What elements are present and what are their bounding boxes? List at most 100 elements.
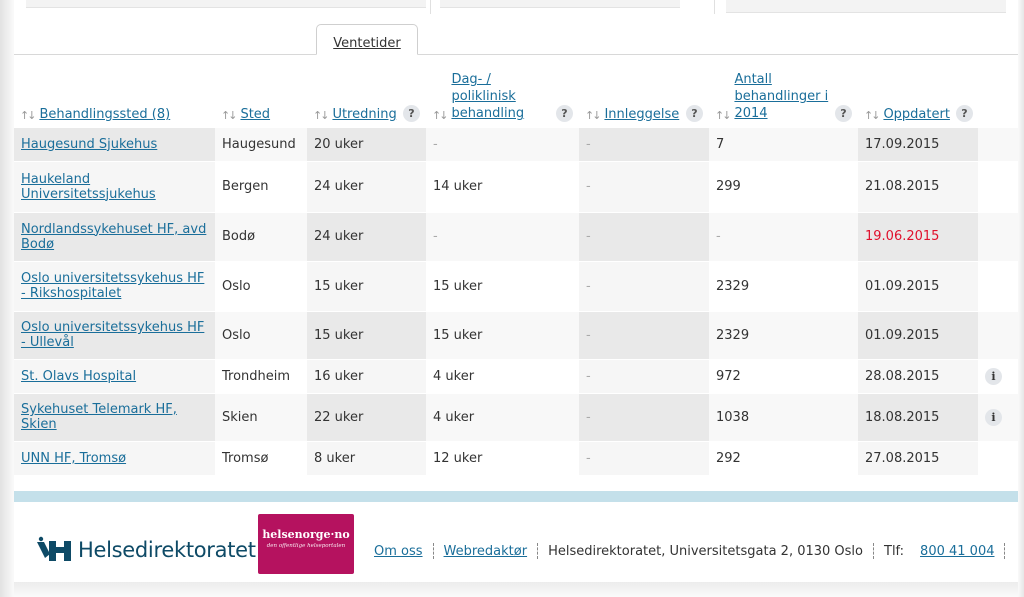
hospital-link[interactable]: UNN HF, Tromsø xyxy=(21,450,127,466)
footer-link-om-oss[interactable]: Om oss xyxy=(374,543,423,559)
sted-value: Haugesund xyxy=(222,136,296,152)
cell-behandlingssted: Oslo universitetssykehus HF - Rikshospit… xyxy=(14,261,215,312)
footer-separator xyxy=(432,543,434,559)
sort-icon[interactable]: ↑↓ xyxy=(585,109,602,122)
tabs-baseline xyxy=(14,54,1018,55)
top-panel-left xyxy=(26,0,426,8)
cell-sted: Oslo xyxy=(215,261,307,312)
sort-link-antall[interactable]: Antall behandlinger i 2014 xyxy=(734,71,828,122)
cell-innleggelse: - xyxy=(579,128,709,162)
cell-oppdatert: 19.06.2015 xyxy=(858,212,978,262)
cell-dag: 12 uker xyxy=(426,441,579,476)
footer-phone-link[interactable]: 800 41 004 xyxy=(920,543,995,559)
cell-utredning: 24 uker xyxy=(307,212,426,262)
oppdatert-value: 01.09.2015 xyxy=(865,278,940,294)
innleggelse-value: - xyxy=(586,409,591,425)
table-row: St. Olavs Hospital Trondheim 16 uker 4 uker… xyxy=(14,359,1018,394)
sort-icon[interactable]: ↑↓ xyxy=(715,109,732,122)
helsedirektoratet-logo[interactable]: Helsedirektoratet xyxy=(36,536,256,564)
cell-behandlingssted: Nordlandssykehuset HF, avd Bodø xyxy=(14,212,215,262)
sort-icon[interactable]: ↑↓ xyxy=(313,109,330,122)
cell-oppdatert: 18.08.2015 xyxy=(858,393,978,442)
sort-link-behandlingssted[interactable]: Behandlingssted (8) xyxy=(39,107,171,122)
cell-oppdatert: 21.08.2015 xyxy=(858,161,978,213)
cell-dag: 4 uker xyxy=(426,393,579,442)
header-dag-line3: behandling xyxy=(451,106,525,121)
sort-link-oppdatert[interactable]: Oppdatert xyxy=(883,107,950,122)
cell-antall: 7 xyxy=(709,128,858,162)
hospital-link[interactable]: Oslo universitetssykehus HF - Rikshospit… xyxy=(21,271,205,301)
hospital-link[interactable]: Sykehuset Telemark HF, Skien xyxy=(21,402,177,432)
utredning-value: 24 uker xyxy=(314,179,364,194)
sort-icon[interactable]: ↑↓ xyxy=(864,109,881,122)
header-utredning: ↑↓ Utredning ? xyxy=(307,66,426,128)
header-antall-behandlinger: ↑↓ Antall behandlinger i 2014 ? xyxy=(709,66,858,128)
cell-info xyxy=(978,128,1018,162)
antall-value: 7 xyxy=(716,136,725,152)
sort-link-dag-poliklinisk[interactable]: Dag- / poliklinisk behandling xyxy=(451,71,524,122)
sort-link-utredning[interactable]: Utredning xyxy=(332,107,397,122)
cell-info xyxy=(978,261,1018,312)
utredning-value: 22 uker xyxy=(314,409,364,425)
dag-value: 12 uker xyxy=(433,450,483,466)
sort-icon[interactable]: ↑↓ xyxy=(20,109,37,122)
help-icon[interactable]: ? xyxy=(556,105,573,122)
dag-value: 4 uker xyxy=(433,409,475,425)
dag-value: 14 uker xyxy=(433,179,483,194)
cell-innleggelse: - xyxy=(579,311,709,360)
hospital-link[interactable]: Nordlandssykehuset HF, avd Bodø xyxy=(21,221,207,252)
tab-ventetider[interactable]: Ventetider xyxy=(316,24,418,55)
hospital-link[interactable]: Haugesund Sjukehus xyxy=(21,136,158,152)
help-icon[interactable]: ? xyxy=(955,105,973,122)
table-body: Haugesund Sjukehus Haugesund 20 uker - - 7 17.… xyxy=(14,128,1018,476)
help-icon[interactable]: ? xyxy=(686,105,703,122)
utredning-value: 16 uker xyxy=(314,368,364,384)
hospital-link[interactable]: Haukeland Universitetssjukehus xyxy=(21,171,156,202)
utredning-value: 24 uker xyxy=(314,229,364,244)
sort-icon[interactable]: ↑↓ xyxy=(221,109,238,122)
antall-value: - xyxy=(716,229,721,244)
antall-value: 2329 xyxy=(716,278,750,294)
info-icon[interactable]: i xyxy=(985,408,1002,426)
cell-oppdatert: 01.09.2015 xyxy=(858,311,978,360)
helsenorge-title: helsenorge·no xyxy=(262,528,350,541)
dag-value: 4 uker xyxy=(433,368,475,384)
cell-dag: 4 uker xyxy=(426,359,579,394)
cell-info xyxy=(978,311,1018,360)
sort-icon[interactable]: ↑↓ xyxy=(432,109,449,122)
table-row: Oslo universitetssykehus HF - Ullevål Osl… xyxy=(14,311,1018,360)
hospital-link[interactable]: Oslo universitetssykehus HF - Ullevål xyxy=(21,320,205,350)
help-icon[interactable]: ? xyxy=(835,105,852,122)
table-row: Nordlandssykehuset HF, avd Bodø Bodø 24 uk… xyxy=(14,212,1018,262)
header-oppdatert: ↑↓ Oppdatert ? xyxy=(858,66,978,128)
footer-links: Om oss Webredaktør Helsedirektoratet, Un… xyxy=(374,543,1015,559)
innleggelse-value: - xyxy=(586,327,591,343)
footer-link-webredaktor[interactable]: Webredaktør xyxy=(443,543,528,559)
cell-utredning: 22 uker xyxy=(307,393,426,442)
oppdatert-value: 01.09.2015 xyxy=(865,327,940,343)
cell-sted: Bodø xyxy=(215,212,307,262)
cell-oppdatert: 28.08.2015 xyxy=(858,359,978,394)
table-row: Haugesund Sjukehus Haugesund 20 uker - - 7 17.… xyxy=(14,128,1018,162)
page-left-shadow xyxy=(0,0,14,597)
cell-antall: 972 xyxy=(709,359,858,394)
sort-link-innleggelse[interactable]: Innleggelse xyxy=(604,107,680,122)
cell-innleggelse: - xyxy=(579,161,709,213)
cell-antall: 1038 xyxy=(709,393,858,442)
dag-value: - xyxy=(433,229,438,244)
footer-tlf-label: Tlf: xyxy=(884,543,905,559)
antall-value: 1038 xyxy=(716,409,750,425)
info-icon[interactable]: i xyxy=(985,367,1002,385)
help-icon[interactable]: ? xyxy=(403,105,420,122)
cell-innleggelse: - xyxy=(579,261,709,312)
cell-dag: 15 uker xyxy=(426,311,579,360)
innleggelse-value: - xyxy=(586,278,591,294)
sort-link-sted[interactable]: Sted xyxy=(240,107,271,122)
header-antall-line2: behandlinger i xyxy=(734,89,829,104)
oppdatert-value: 17.09.2015 xyxy=(865,136,940,152)
oppdatert-value: 18.08.2015 xyxy=(865,409,940,425)
cell-innleggelse: - xyxy=(579,393,709,442)
cell-behandlingssted: Sykehuset Telemark HF, Skien xyxy=(14,393,215,442)
hospital-link[interactable]: St. Olavs Hospital xyxy=(21,368,137,384)
helsenorge-badge[interactable]: helsenorge·no den offentlige helseportal… xyxy=(258,514,354,574)
